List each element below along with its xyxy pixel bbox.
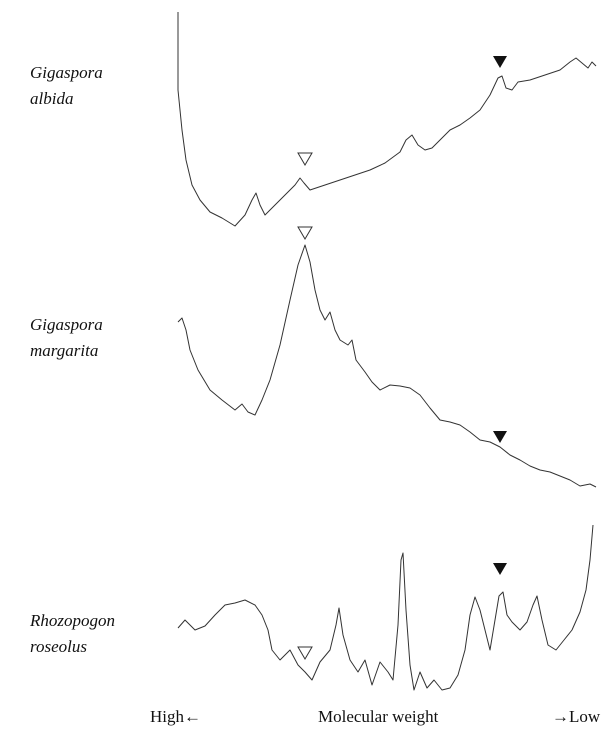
axis-right-label: →Low [552, 707, 601, 726]
axis-left-label: High← [150, 707, 201, 726]
filled-marker [493, 431, 507, 443]
open-marker [297, 152, 313, 166]
species-label: Gigaspora [30, 63, 103, 82]
open-marker [297, 646, 313, 660]
trace [177, 244, 597, 488]
open-marker [297, 226, 313, 240]
trace [177, 12, 597, 227]
trace [177, 524, 594, 691]
species-label: roseolus [30, 637, 87, 656]
filled-marker [493, 56, 507, 68]
species-label: margarita [30, 341, 98, 360]
species-label: Rhozopogon [29, 611, 115, 630]
axis-title: Molecular weight [318, 707, 439, 726]
filled-marker [493, 563, 507, 575]
species-label: Gigaspora [30, 315, 103, 334]
species-label: albida [30, 89, 73, 108]
